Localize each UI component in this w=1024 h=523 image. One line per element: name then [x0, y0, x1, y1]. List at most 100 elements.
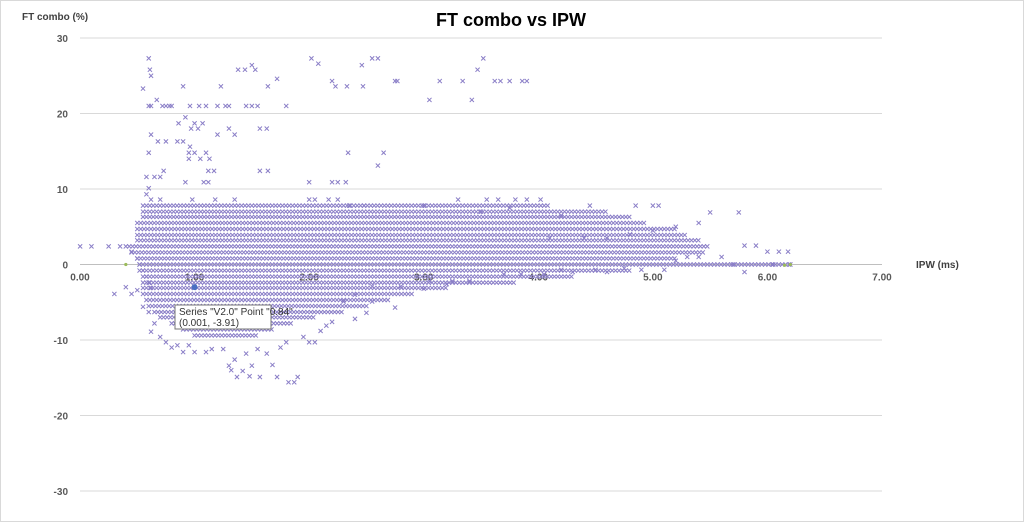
data-point[interactable] — [656, 203, 662, 209]
data-point[interactable] — [593, 267, 599, 273]
data-point[interactable] — [77, 243, 83, 249]
data-point[interactable] — [140, 268, 146, 273]
data-point[interactable] — [146, 150, 152, 156]
data-point[interactable] — [215, 103, 220, 109]
data-point[interactable] — [661, 267, 667, 273]
data-point[interactable] — [140, 304, 146, 310]
data-point[interactable] — [650, 228, 656, 233]
data-point[interactable] — [146, 55, 152, 61]
data-point[interactable] — [146, 185, 152, 191]
data-point[interactable] — [507, 205, 513, 211]
data-point[interactable] — [226, 103, 232, 109]
data-point[interactable] — [196, 103, 202, 109]
data-point[interactable] — [249, 363, 255, 369]
data-point[interactable] — [200, 120, 206, 126]
data-point[interactable] — [176, 120, 181, 126]
data-point[interactable] — [785, 249, 791, 255]
data-point[interactable] — [257, 374, 263, 380]
data-point[interactable] — [124, 262, 128, 267]
data-point[interactable] — [134, 256, 140, 261]
data-point[interactable] — [169, 103, 175, 109]
data-point[interactable] — [369, 283, 375, 289]
data-point[interactable] — [111, 291, 117, 297]
data-point[interactable] — [157, 334, 163, 340]
data-point[interactable] — [696, 220, 702, 226]
data-point[interactable] — [369, 299, 375, 304]
data-point[interactable] — [243, 103, 249, 109]
data-point[interactable] — [369, 55, 375, 61]
data-point[interactable] — [541, 271, 547, 277]
data-point[interactable] — [392, 78, 398, 84]
data-point[interactable] — [274, 76, 280, 82]
data-point[interactable] — [315, 61, 321, 67]
data-point[interactable] — [341, 299, 346, 304]
data-point[interactable] — [672, 226, 677, 232]
data-point[interactable] — [174, 138, 180, 144]
data-point[interactable] — [163, 138, 169, 144]
data-point[interactable] — [232, 197, 238, 203]
data-point[interactable] — [707, 209, 713, 215]
data-point[interactable] — [187, 103, 193, 109]
data-point[interactable] — [375, 55, 381, 61]
data-point[interactable] — [524, 78, 530, 84]
data-point[interactable] — [235, 67, 241, 73]
data-point[interactable] — [547, 235, 553, 241]
data-point[interactable] — [343, 179, 349, 185]
data-point[interactable] — [478, 209, 484, 215]
data-point[interactable] — [492, 78, 498, 84]
data-point[interactable] — [117, 243, 123, 249]
data-point[interactable] — [484, 197, 490, 203]
data-point[interactable] — [437, 78, 443, 84]
data-point[interactable] — [627, 231, 633, 237]
data-point[interactable] — [147, 67, 153, 73]
data-point[interactable] — [700, 249, 706, 255]
data-point[interactable] — [518, 271, 524, 277]
data-point[interactable] — [195, 126, 201, 132]
data-point[interactable] — [207, 156, 212, 162]
data-point[interactable] — [363, 310, 369, 316]
data-point[interactable] — [143, 191, 149, 197]
data-point[interactable] — [512, 197, 518, 203]
data-point[interactable] — [449, 278, 455, 284]
data-point[interactable] — [212, 197, 218, 203]
data-point[interactable] — [148, 73, 154, 79]
data-point[interactable] — [295, 374, 301, 380]
data-point[interactable] — [218, 83, 224, 89]
data-point[interactable] — [253, 333, 259, 338]
data-point[interactable] — [249, 103, 255, 109]
data-point[interactable] — [621, 265, 627, 271]
data-point[interactable] — [152, 320, 157, 326]
data-point[interactable] — [538, 197, 544, 203]
data-point[interactable] — [570, 269, 576, 275]
data-point[interactable] — [89, 243, 94, 249]
data-point[interactable] — [283, 103, 289, 109]
data-point[interactable] — [507, 78, 513, 84]
data-point[interactable] — [226, 126, 232, 132]
data-point[interactable] — [226, 363, 232, 369]
data-point[interactable] — [203, 150, 209, 156]
data-point[interactable] — [220, 346, 226, 352]
data-point[interactable] — [335, 197, 341, 203]
data-point[interactable] — [143, 274, 149, 280]
data-point[interactable] — [129, 291, 135, 297]
data-point[interactable] — [157, 174, 163, 180]
data-point[interactable] — [381, 150, 387, 156]
data-point[interactable] — [274, 374, 280, 380]
data-point[interactable] — [189, 197, 195, 203]
data-point[interactable] — [501, 271, 507, 277]
data-point[interactable] — [310, 314, 316, 320]
data-point[interactable] — [587, 203, 593, 209]
data-point[interactable] — [626, 268, 632, 273]
data-point[interactable] — [234, 374, 240, 380]
data-point[interactable] — [339, 309, 344, 315]
data-point[interactable] — [242, 67, 248, 73]
data-point[interactable] — [770, 262, 776, 267]
data-point[interactable] — [475, 67, 481, 73]
data-point[interactable] — [201, 179, 207, 185]
data-point[interactable] — [421, 203, 427, 209]
data-point[interactable] — [257, 126, 263, 132]
data-point[interactable] — [157, 197, 163, 203]
data-point[interactable] — [318, 328, 324, 334]
data-point[interactable] — [140, 86, 146, 92]
data-point[interactable] — [326, 197, 332, 203]
